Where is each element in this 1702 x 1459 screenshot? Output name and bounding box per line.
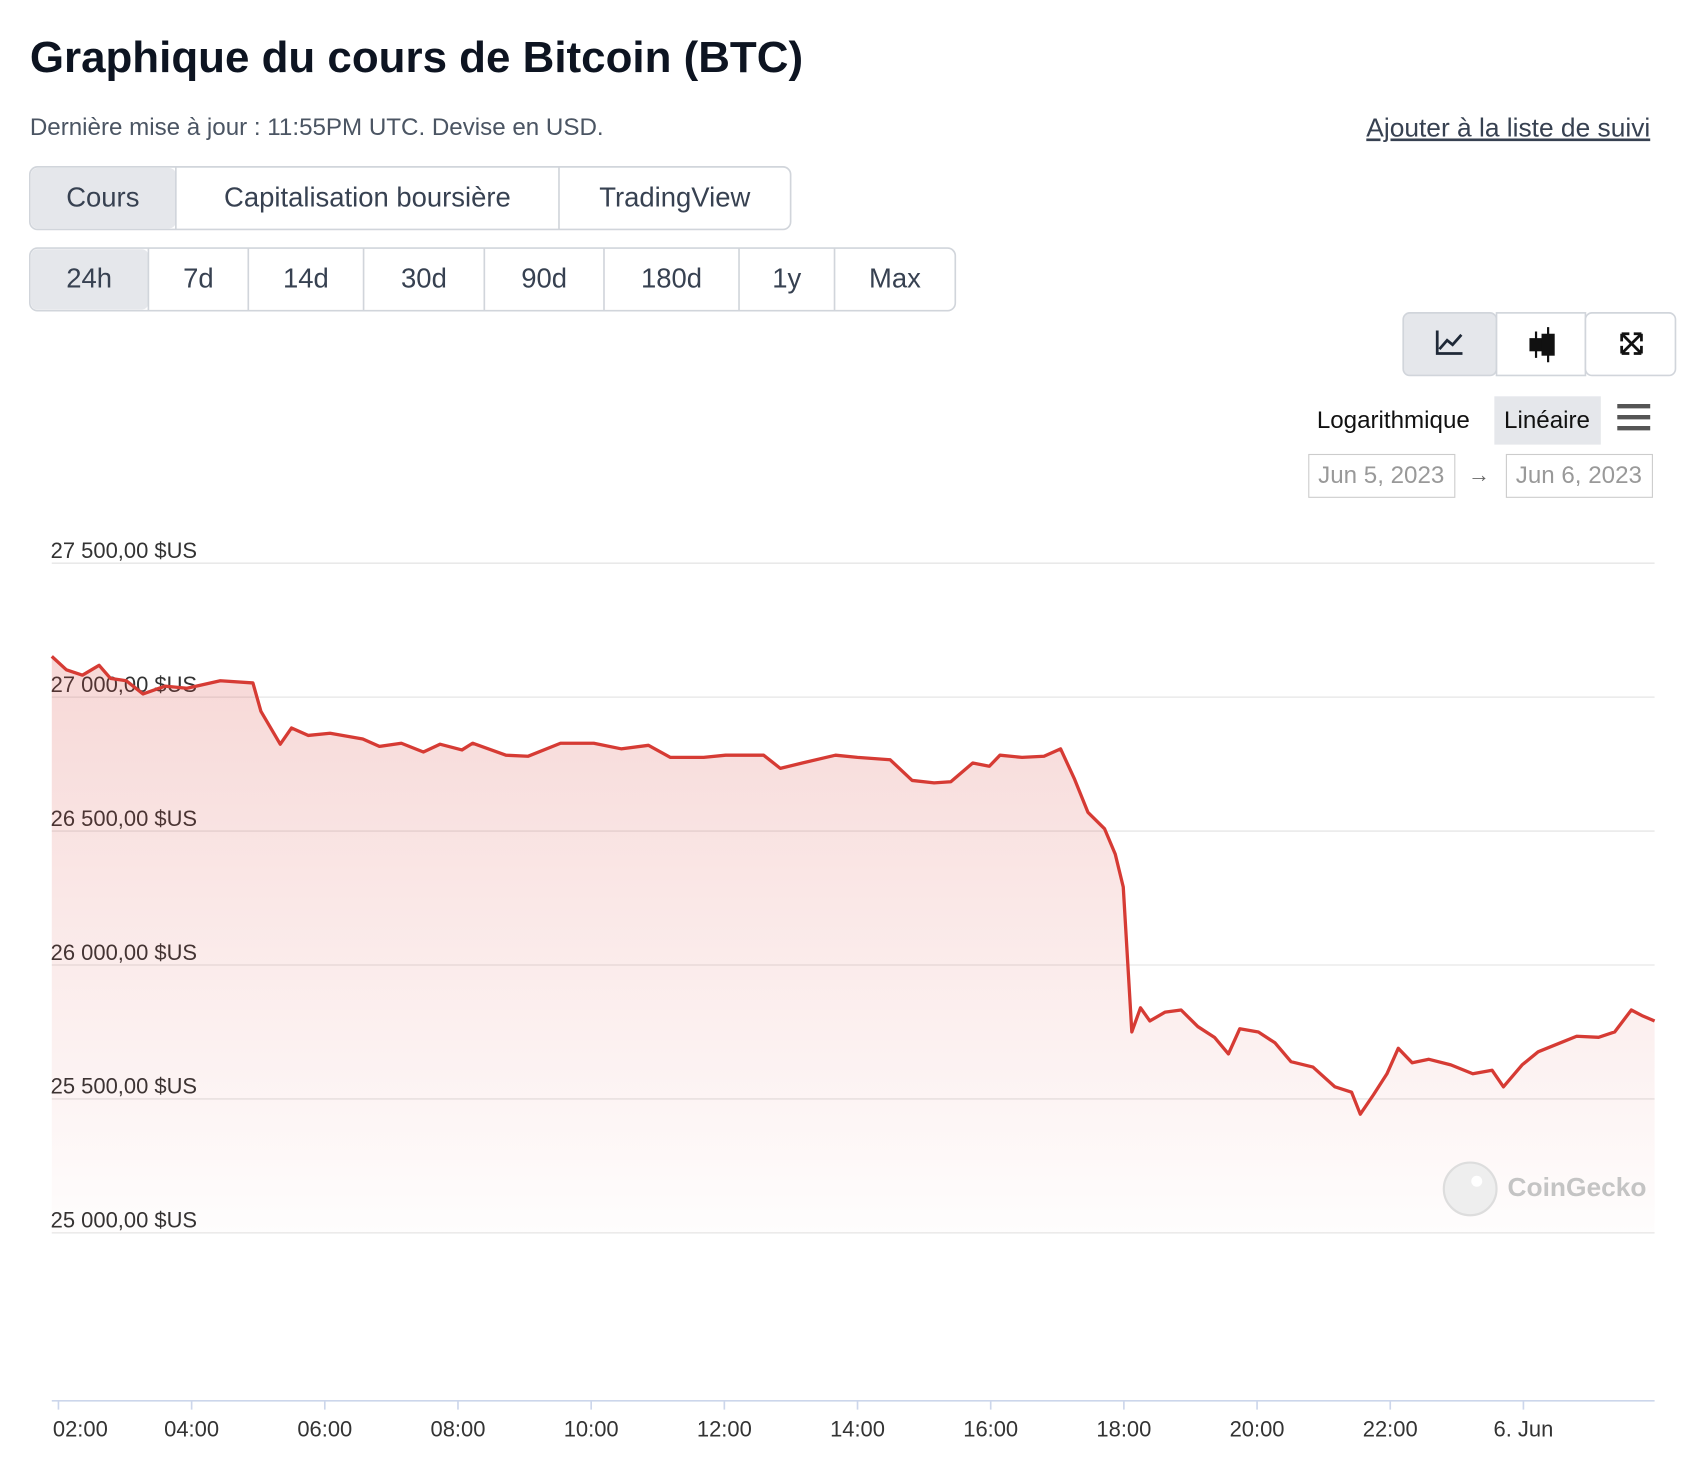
watermark-logo [1442,1161,1498,1217]
subtitle: Dernière mise à jour : 11:55PM UTC. Devi… [30,114,604,141]
x-tick-label: 22:00 [1363,1416,1418,1441]
watermark-eye [1471,1175,1483,1187]
menu-icon[interactable] [1617,403,1651,431]
tab[interactable]: Cours [66,182,139,213]
x-tick-label: 6. Jun [1494,1416,1554,1441]
price-area [51,656,1655,1233]
range[interactable]: 180d [641,263,702,294]
x-tick-label: 12:00 [697,1416,752,1441]
watchlist-link[interactable]: Ajouter à la liste de suivi [1366,112,1650,142]
x-tick-label: 16:00 [963,1416,1018,1441]
date-to-box[interactable] [1505,453,1653,498]
x-tick-label: 20:00 [1230,1416,1285,1441]
range[interactable]: 30d [401,263,447,294]
x-tick-label: 14:00 [830,1416,885,1441]
x-tick-label: 06:00 [297,1416,352,1441]
title: Graphique du cours de Bitcoin (BTC) [30,33,803,82]
range[interactable]: 90d [521,263,567,294]
date-from: Jun 5, 2023 [1318,462,1444,489]
price-line [50,655,1656,1116]
chart-type-buttons [1402,312,1677,377]
linear-option[interactable]: Linéaire [1504,407,1590,434]
range[interactable]: 14d [283,263,329,294]
candle-icon-body [1529,338,1543,352]
expand-icon [1620,332,1643,355]
range-active [30,249,149,310]
date-from-box[interactable] [1308,453,1456,498]
x-tick-label: 08:00 [431,1416,486,1441]
linear-option-bg [1494,396,1601,445]
x-tick-label: 18:00 [1096,1416,1151,1441]
date-to: Jun 6, 2023 [1516,462,1642,489]
range[interactable]: 7d [183,263,214,294]
tab[interactable]: Capitalisation boursière [224,182,511,213]
plot: 25 000,00 $US25 500,00 $US26 000,00 $US2… [50,538,1656,1441]
date-arrow: → [1468,462,1490,487]
range[interactable]: Max [869,263,921,294]
range[interactable]: 24h [66,263,112,294]
range[interactable]: 1y [772,263,801,294]
y-tick-label: 27 500,00 $US [51,538,197,563]
range-group [29,247,957,312]
x-tick-label: 10:00 [564,1416,619,1441]
x-tick-label: 04:00 [164,1416,219,1441]
x-tick-label: 02:00 [53,1416,108,1441]
log-option[interactable]: Logarithmique [1317,407,1470,434]
tab-group [29,166,792,231]
watermark: CoinGecko [1507,1172,1646,1202]
tab-active [30,167,176,229]
line-icon [1435,330,1463,355]
tab[interactable]: TradingView [599,182,750,213]
candle-icon-body [1541,333,1555,356]
